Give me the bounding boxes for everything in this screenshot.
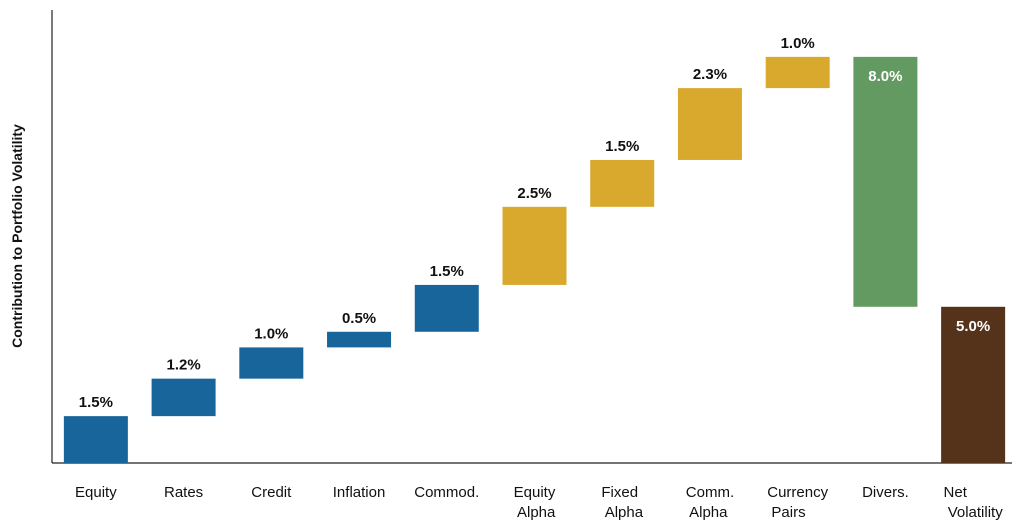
x-tick-label: Net Volatility — [944, 484, 1004, 521]
bar — [327, 331, 392, 348]
bar — [853, 56, 918, 307]
x-tick-label: Divers. — [862, 484, 909, 501]
value-label: 1.5% — [430, 263, 464, 280]
bar — [590, 159, 655, 207]
value-label: 1.0% — [781, 35, 815, 52]
bar — [414, 284, 479, 332]
x-tick-label: Commod. — [414, 484, 479, 501]
x-tick-label: Currency Pairs — [767, 484, 828, 521]
value-label: 8.0% — [868, 68, 902, 85]
value-label: 2.5% — [517, 185, 551, 202]
value-label: 1.2% — [166, 357, 200, 374]
value-label: 2.3% — [693, 66, 727, 83]
value-label: 1.5% — [79, 394, 113, 411]
bar — [151, 378, 216, 417]
x-tick-label: Inflation — [333, 484, 386, 501]
bar — [239, 347, 304, 379]
x-tick-label: Fixed Alpha — [601, 484, 643, 521]
x-tick-label: Rates — [164, 484, 203, 501]
bar — [63, 416, 128, 463]
bar — [941, 306, 1006, 463]
bar — [502, 206, 567, 285]
bar — [765, 56, 830, 89]
bar — [677, 88, 742, 160]
value-label: 5.0% — [956, 318, 990, 335]
x-tick-label: Equity Alpha — [514, 484, 556, 521]
value-label: 1.5% — [605, 138, 639, 155]
x-tick-label: Equity — [75, 484, 117, 501]
x-tick-label: Credit — [251, 484, 292, 501]
value-label: 1.0% — [254, 325, 288, 342]
value-label: 0.5% — [342, 310, 376, 327]
y-axis-label: Contribution to Portfolio Volatility — [9, 124, 25, 348]
x-tick-label: Comm. Alpha — [686, 484, 734, 521]
